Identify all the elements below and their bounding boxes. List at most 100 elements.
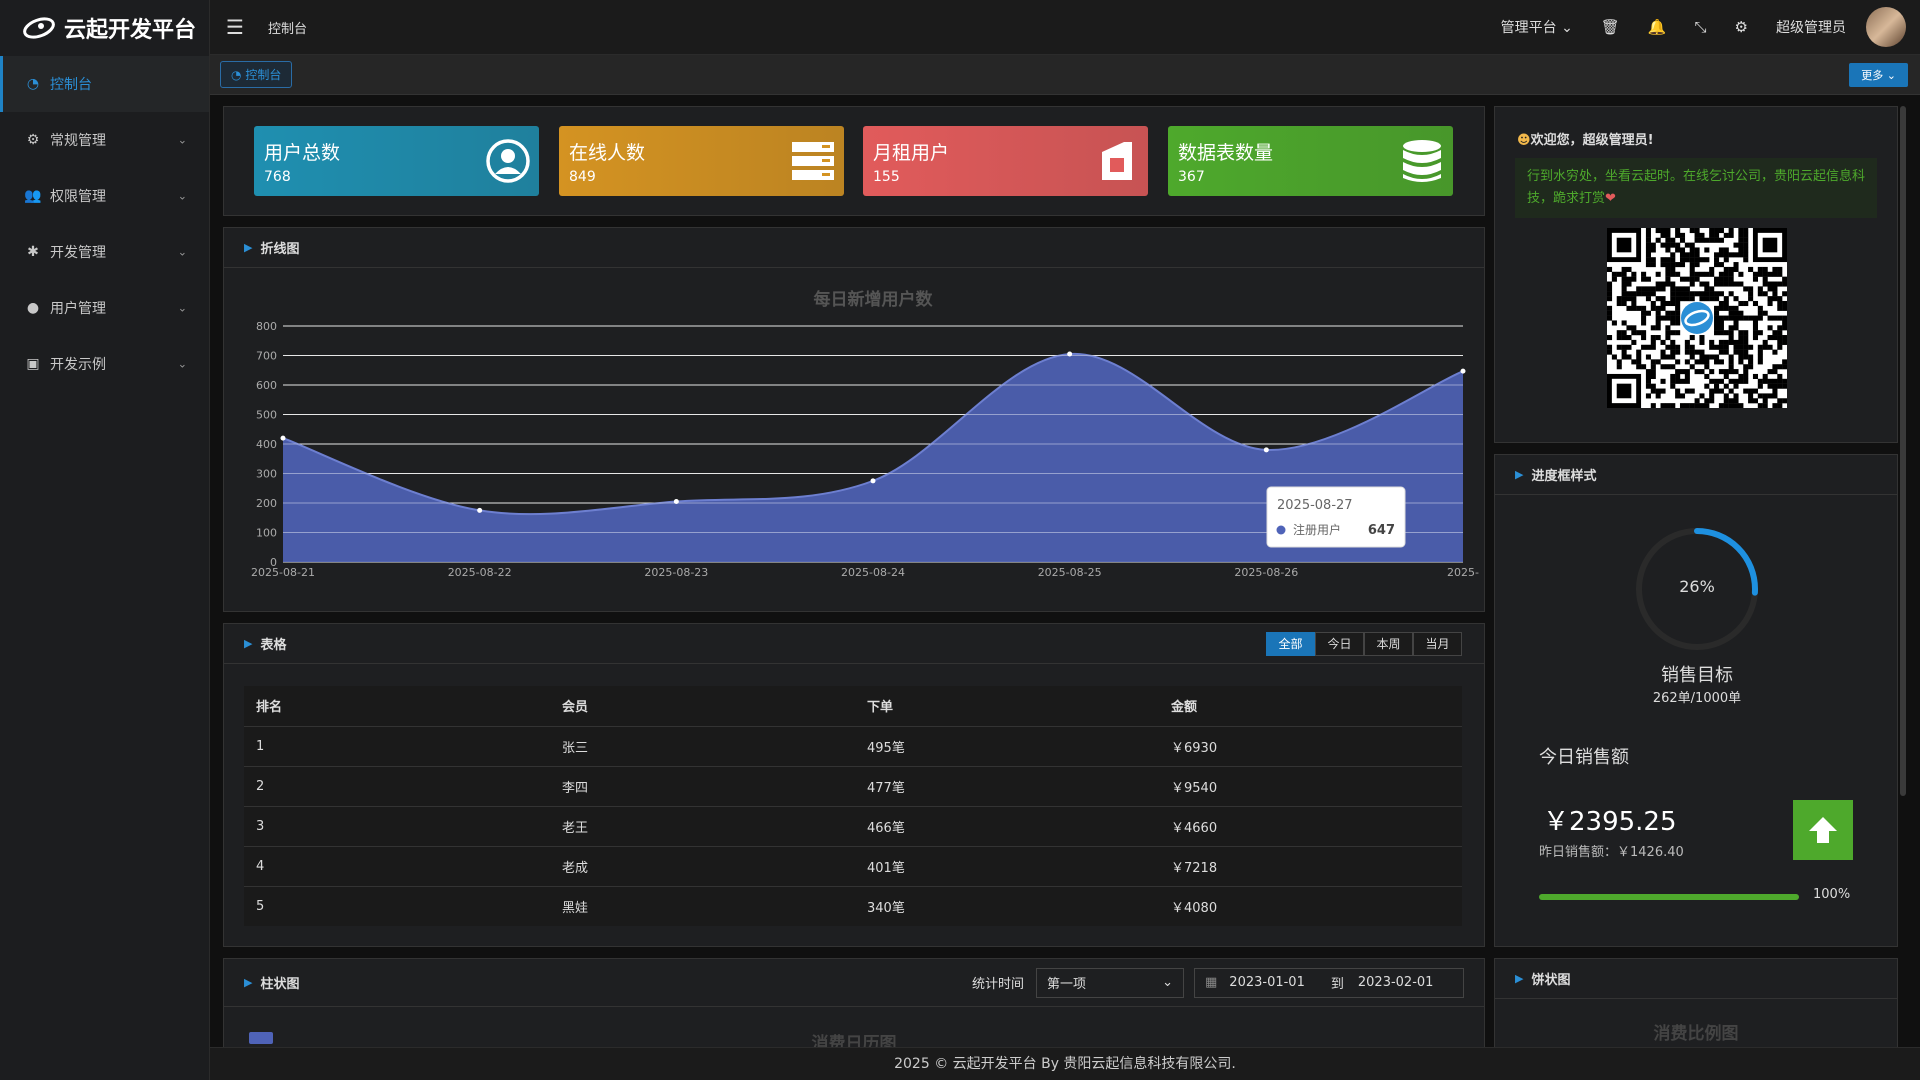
cell-rank: 1 (244, 725, 550, 766)
avatar[interactable] (1866, 7, 1906, 47)
cell-orders: 466笔 (855, 805, 1159, 846)
more-label: 更多 (1861, 68, 1884, 82)
sidebar-item-users[interactable]: ● 用户管理 ⌄ (0, 280, 209, 336)
compress-icon[interactable]: ⤡ (1694, 18, 1707, 36)
series-select[interactable]: 第一项 ⌄ (1036, 967, 1184, 998)
cogs-icon: ⚙ (26, 132, 40, 148)
date-range-picker[interactable]: ▦ 2023-01-01 到 2023-02-01 (1194, 967, 1464, 998)
select-value: 第一项 (1047, 977, 1087, 992)
sidebar-item-permission[interactable]: 👥 权限管理 ⌄ (0, 168, 209, 224)
more-button[interactable]: 更多 ⌄ (1849, 62, 1908, 87)
goal-detail: 262单/1000单 (1652, 691, 1742, 706)
sidebar-item-label: 用户管理 (50, 301, 106, 317)
sales-progress-text: 100% (1813, 887, 1851, 902)
sidebar-item-general[interactable]: ⚙ 常规管理 ⌄ (0, 112, 209, 168)
table-row[interactable]: 4 老成 401笔 ￥7218 (244, 845, 1462, 886)
filter-week[interactable]: 本周 (1364, 632, 1413, 656)
data-point (1263, 447, 1269, 453)
topbar-actions: 管理平台 ⌄ 🗑 🔔 ⤡ ⚙ 超级管理员 (1487, 0, 1920, 55)
sidebar-item-label: 权限管理 (50, 189, 106, 205)
stat-title: 在线人数 (569, 142, 646, 164)
table-row[interactable]: 1 张三 495笔 ￥6930 (244, 725, 1462, 766)
panel-header: ▶ 柱状图 统计时间 第一项 ⌄ ▦ 2023-01-01 到 2023-02-01 (224, 959, 1484, 1007)
server-icon (792, 142, 834, 180)
x-tick-label: 2025-08-25 (1038, 566, 1102, 579)
cell-amount: ￥9540 (1159, 765, 1462, 806)
stat-card-tables[interactable]: 数据表数量 367 (1168, 126, 1453, 196)
table-row[interactable]: 2 李四 477笔 ￥9540 (244, 765, 1462, 806)
stat-card-monthly[interactable]: 月租用户 155 (863, 126, 1148, 196)
cell-orders: 477笔 (855, 765, 1159, 806)
table-row[interactable]: 5 黑娃 340笔 ￥4080 (244, 885, 1462, 926)
col-member: 会员 (550, 686, 855, 726)
cell-member: 张三 (550, 725, 855, 766)
panel-title: 柱状图 (260, 977, 300, 992)
calendar-icon: ▦ (1205, 975, 1218, 990)
chevron-down-icon: ⌄ (1886, 68, 1896, 82)
filter-today[interactable]: 今日 (1315, 632, 1364, 656)
top-bar: ☰ 控制台 管理平台 ⌄ 🗑 🔔 ⤡ ⚙ 超级管理员 (210, 0, 1920, 55)
caret-right-icon: ▶ (244, 241, 253, 254)
panel-title: 饼状图 (1531, 973, 1571, 988)
y-tick-label: 100 (256, 527, 277, 540)
progress-panel: ▶ 进度框样式 26% 销售目标 262单/1000单 今日销售额 ￥2395.2… (1494, 454, 1898, 947)
dashboard-icon: ◔ (231, 68, 242, 82)
bell-icon[interactable]: 🔔 (1647, 18, 1667, 36)
sidebar-item-dashboard[interactable]: ◔ 控制台 (0, 56, 209, 112)
menu-toggle-icon[interactable]: ☰ (226, 15, 244, 39)
stat-title: 用户总数 (264, 142, 341, 164)
chevron-down-icon: ⌄ (177, 357, 187, 371)
yesterday-amount: 昨日销售额：￥1426.40 (1539, 845, 1684, 860)
filter-all[interactable]: 全部 (1266, 632, 1315, 656)
brand-name: 云起开发平台 (64, 18, 197, 43)
tab-dashboard[interactable]: ◔ 控制台 (220, 61, 293, 88)
cell-rank: 4 (244, 845, 550, 886)
cell-rank: 5 (244, 885, 550, 926)
cell-member: 老成 (550, 845, 855, 886)
chevron-down-icon: ⌄ (177, 245, 187, 259)
stat-value: 367 (1178, 169, 1205, 185)
stat-card-online[interactable]: 在线人数 849 (559, 126, 844, 196)
dashboard-icon: ◔ (26, 76, 40, 92)
bar-chart-panel: ▶ 柱状图 统计时间 第一项 ⌄ ▦ 2023-01-01 到 2023-02-01 消费… (223, 958, 1485, 1058)
gift-icon: ▣ (26, 356, 40, 372)
trash-icon[interactable]: 🗑 (1600, 18, 1620, 36)
tooltip-box (1266, 486, 1406, 548)
data-point (673, 499, 679, 505)
tab-bar: ◔ 控制台 更多 ⌄ (210, 55, 1920, 95)
line-chart: 每日新增用户数 0 100 200 300 400 500 600 700 800 2025-08-… (251, 289, 1479, 579)
scrollbar-thumb[interactable] (1900, 106, 1906, 796)
sidebar-item-examples[interactable]: ▣ 开发示例 ⌄ (0, 336, 209, 392)
platform-menu[interactable]: 管理平台 ⌄ (1501, 17, 1573, 37)
username[interactable]: 超级管理员 (1776, 20, 1846, 36)
settings-icon[interactable]: ⚙ (1734, 18, 1748, 36)
y-tick-label: 200 (256, 497, 277, 510)
welcome-panel: ☻欢迎您，超级管理员! 行到水穷处，坐看云起时。在线乞讨公司，贵阳云起信息科技，… (1494, 106, 1898, 443)
y-tick-label: 300 (256, 468, 277, 481)
logo-swirl-icon (23, 17, 55, 39)
pie-chart-title: 消费比例图 (1653, 1024, 1739, 1044)
cell-orders: 340笔 (855, 885, 1159, 926)
date-to-label: 到 (1330, 977, 1344, 992)
today-amount: ￥2395.25 (1543, 807, 1677, 837)
table-row[interactable]: 3 老王 466笔 ￥4660 (244, 805, 1462, 846)
date-from: 2023-01-01 (1229, 975, 1305, 990)
table-header-row: 排名 会员 下单 金额 (244, 686, 1462, 726)
brand-logo[interactable]: 云起开发平台 (0, 0, 209, 56)
filter-month[interactable]: 当月 (1413, 632, 1462, 656)
cell-member: 黑娃 (550, 885, 855, 926)
cell-orders: 495笔 (855, 725, 1159, 766)
panel-header: ▶ 折线图 (224, 228, 1484, 268)
stat-card-users[interactable]: 用户总数 768 (254, 126, 539, 196)
data-point (280, 435, 286, 441)
breadcrumb: 控制台 (268, 21, 308, 37)
sidebar-item-dev[interactable]: ✱ 开发管理 ⌄ (0, 224, 209, 280)
stat-title: 月租用户 (873, 142, 950, 164)
ring-fill (1636, 528, 1758, 650)
cell-rank: 2 (244, 765, 550, 806)
qr-code-image (1607, 228, 1787, 408)
user-icon: ● (26, 300, 40, 316)
x-tick-label: 2025-08-21 (251, 566, 315, 579)
cell-member: 老王 (550, 805, 855, 846)
tooltip-series: 注册用户 (1293, 522, 1341, 537)
